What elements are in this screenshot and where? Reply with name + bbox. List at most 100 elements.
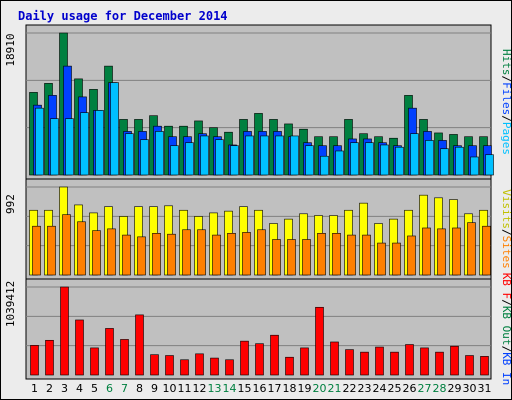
bar-kb-f-day-14	[225, 359, 234, 376]
bar-sites-day-30	[467, 222, 476, 276]
bar-pages-day-20	[320, 155, 329, 176]
legend-visits-sites: Visits/Sites	[500, 189, 512, 269]
bar-kb-f-day-1	[30, 345, 39, 376]
bar-kb-f-day-30	[465, 355, 474, 376]
bar-pages-day-5	[95, 110, 104, 176]
legend-kbytes: KB F/KB Out/KB In	[500, 273, 512, 386]
bar-kb-f-day-29	[450, 345, 459, 376]
bar-sites-day-10	[167, 233, 176, 276]
bar-pages-day-30	[470, 156, 479, 176]
bar-pages-day-19	[305, 145, 314, 176]
bar-sites-day-4	[77, 221, 86, 276]
bar-pages-day-18	[290, 135, 299, 176]
legend-entry: /	[500, 115, 512, 122]
bar-sites-day-14	[227, 233, 236, 276]
bar-pages-day-25	[395, 146, 404, 176]
legend-entry: /	[500, 229, 512, 236]
bar-kb-f-day-25	[390, 351, 399, 376]
bar-pages-day-12	[200, 135, 209, 176]
legend-entry: Files	[500, 82, 512, 115]
x-tick-label-31: 31	[478, 382, 492, 395]
bar-pages-day-24	[380, 144, 389, 176]
x-tick-label-13: 13	[208, 382, 222, 395]
bar-sites-day-1	[32, 225, 41, 276]
bar-pages-day-16	[260, 135, 269, 176]
bar-sites-day-20	[317, 233, 326, 276]
x-tick-label-3: 3	[61, 382, 68, 395]
bar-pages-day-11	[185, 142, 194, 176]
x-tick-label-1: 1	[31, 382, 38, 395]
bar-sites-day-7	[122, 234, 131, 276]
bar-pages-day-9	[155, 131, 164, 176]
x-tick-label-27: 27	[418, 382, 432, 395]
bar-kb-f-day-12	[195, 353, 204, 376]
bar-kb-f-day-15	[240, 340, 249, 376]
bar-sites-day-15	[242, 232, 251, 276]
bar-kb-f-day-18	[285, 356, 294, 376]
x-tick-label-5: 5	[91, 382, 98, 395]
chart-title: Daily usage for December 2014	[18, 9, 228, 23]
bar-pages-day-27	[425, 140, 434, 176]
bar-kb-f-day-9	[150, 354, 159, 376]
bar-pages-day-2	[50, 118, 59, 176]
bar-sites-day-28	[437, 228, 446, 276]
panel-hits-files-pages: 18910 Hits/Files/Pages	[4, 24, 512, 180]
panel-kbytes: 1039412 KB F/KB Out/KB In	[4, 273, 512, 386]
x-tick-label-7: 7	[121, 382, 128, 395]
bar-pages-day-15	[245, 135, 254, 176]
legend-entry: /	[500, 346, 512, 353]
x-tick-label-12: 12	[193, 382, 207, 395]
x-tick-label-19: 19	[298, 382, 312, 395]
x-tick-label-10: 10	[163, 382, 177, 395]
bar-sites-day-8	[137, 236, 146, 276]
x-tick-label-17: 17	[268, 382, 282, 395]
x-tick-label-25: 25	[388, 382, 402, 395]
x-tick-label-14: 14	[223, 382, 237, 395]
y-max-label-kbytes: 1039412	[4, 281, 17, 327]
bar-pages-day-8	[140, 139, 149, 176]
x-tick-label-29: 29	[448, 382, 462, 395]
bar-sites-day-17	[272, 239, 281, 276]
bar-kb-f-day-21	[330, 341, 339, 376]
bar-pages-day-6	[110, 82, 119, 176]
x-tick-label-24: 24	[373, 382, 387, 395]
bar-kb-f-day-31	[480, 356, 489, 376]
x-tick-label-15: 15	[238, 382, 252, 395]
x-tick-label-9: 9	[151, 382, 158, 395]
x-tick-label-22: 22	[343, 382, 357, 395]
legend-entry: /	[500, 299, 512, 306]
bar-pages-day-7	[125, 133, 134, 176]
legend-entry: /	[500, 76, 512, 83]
legend-entry: KB In	[500, 352, 512, 385]
bar-sites-day-24	[377, 242, 386, 276]
bar-pages-day-4	[80, 112, 89, 176]
bar-kb-f-day-17	[270, 334, 279, 376]
x-tick-label-26: 26	[403, 382, 417, 395]
bar-kb-f-day-19	[300, 347, 309, 376]
bar-pages-day-29	[455, 146, 464, 176]
x-tick-label-30: 30	[463, 382, 477, 395]
bar-kb-f-day-28	[435, 351, 444, 376]
x-tick-label-28: 28	[433, 382, 447, 395]
bar-sites-day-23	[362, 234, 371, 276]
bar-kb-f-day-24	[375, 346, 384, 376]
bar-kb-f-day-16	[255, 343, 264, 376]
bar-pages-day-14	[230, 145, 239, 176]
x-tick-label-18: 18	[283, 382, 297, 395]
legend-entry: KB F	[500, 273, 512, 300]
x-tick-label-11: 11	[178, 382, 192, 395]
x-tick-label-6: 6	[106, 382, 113, 395]
bar-pages-day-10	[170, 145, 179, 176]
bar-sites-day-5	[92, 230, 101, 276]
bar-sites-day-25	[392, 242, 401, 276]
bar-kb-f-day-3	[60, 286, 69, 376]
bar-kb-f-day-27	[420, 347, 429, 376]
bar-sites-day-6	[107, 228, 116, 276]
legend-hits-files-pages: Hits/Files/Pages	[500, 49, 512, 155]
bar-pages-day-1	[35, 107, 44, 176]
y-max-label-hits-files-pages: 18910	[4, 33, 17, 66]
bar-sites-day-11	[182, 229, 191, 276]
x-tick-label-8: 8	[136, 382, 143, 395]
